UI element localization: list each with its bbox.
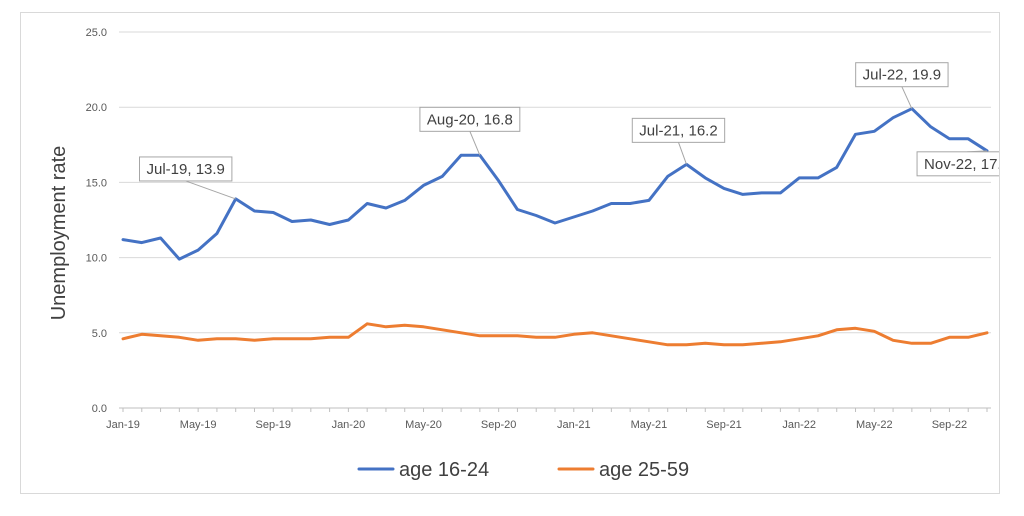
x-tick-label: Jan-19 [106, 419, 140, 431]
annotation-label: Jul-22, 19.9 [863, 67, 941, 84]
annotation-label: Aug-20, 16.8 [427, 111, 513, 128]
y-tick-label: 10.0 [86, 253, 107, 265]
annotation-leader-line [185, 180, 236, 200]
series-line-age-16-24 [121, 107, 989, 261]
x-tick-label: Jan-20 [332, 419, 366, 431]
x-tick-label: May-20 [405, 419, 442, 431]
x-tick-label: Sep-22 [932, 419, 967, 431]
x-tick-label: Jan-21 [557, 419, 591, 431]
annotation-leader-line [901, 86, 913, 109]
annotation-box [631, 117, 726, 143]
y-tick-label: 0.0 [92, 403, 107, 415]
y-tick-label: 5.0 [92, 328, 107, 340]
gridlines [119, 31, 991, 334]
y-tick-labels: 0.0 5.0 10.0 15.0 20.0 25.0 [86, 27, 107, 415]
annotation-label: Jul-19, 13.9 [147, 161, 225, 178]
y-tick-label: 20.0 [86, 102, 107, 114]
annotation-box [139, 156, 233, 182]
x-tick-label: Sep-19 [256, 419, 291, 431]
annotation-label: Nov-22, 17.1 [924, 156, 999, 173]
annotation-leader-line [469, 131, 481, 156]
x-tick-label: May-22 [856, 419, 893, 431]
x-tick-labels: Jan-19 May-19 Sep-19 Jan-20 May-20 Sep-20 Jan-… [106, 419, 967, 431]
legend-label: age 16-24 [399, 459, 489, 481]
x-tick-label: May-21 [631, 419, 668, 431]
y-tick-label: 15.0 [86, 177, 107, 189]
chart-frame: 0.0 5.0 10.0 15.0 20.0 25.0 Jan-19 May-19 Sep-1… [20, 12, 1018, 494]
y-axis-label: Unemployment rate [48, 146, 70, 321]
annotation-box [419, 106, 521, 132]
legend: age 16-24 age 25-59 [357, 459, 689, 481]
x-tick-label: Sep-20 [481, 419, 516, 431]
y-tick-label: 25.0 [86, 27, 107, 39]
series-lines [121, 107, 989, 347]
series-line-age-25-59 [121, 322, 989, 347]
x-tick-label: Jan-22 [782, 419, 816, 431]
annotation-label: Jul-21, 16.2 [639, 122, 717, 139]
legend-label: age 25-59 [599, 459, 689, 481]
x-tick-label: Sep-21 [706, 419, 741, 431]
unemployment-line-chart: 0.0 5.0 10.0 15.0 20.0 25.0 Jan-19 May-19 Sep-1… [48, 27, 1018, 481]
x-tick-label: May-19 [180, 419, 217, 431]
annotation-leader-line [678, 142, 687, 165]
axes [119, 407, 991, 412]
annotation-box [855, 62, 949, 88]
